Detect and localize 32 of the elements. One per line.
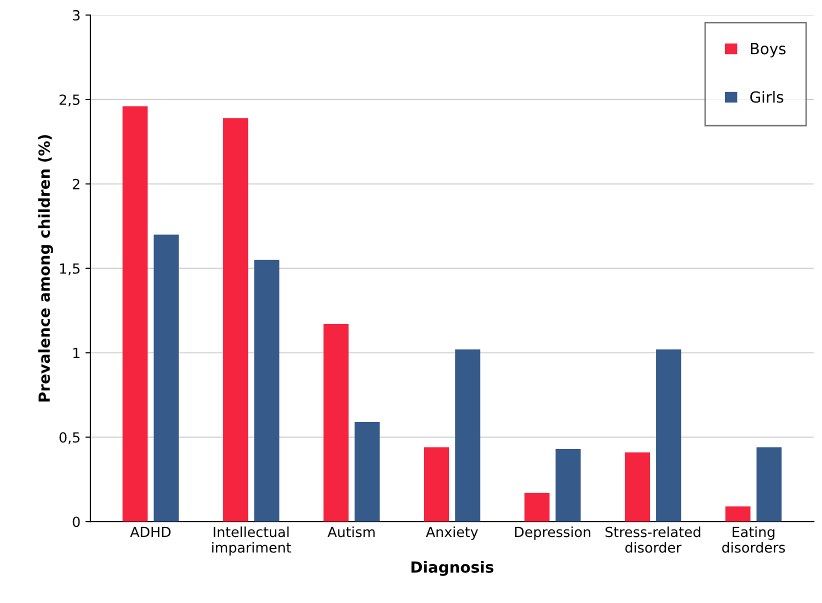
legend-label: Girls <box>750 90 784 103</box>
y-tick-label: 1 <box>73 348 80 358</box>
bar <box>725 506 750 522</box>
bar <box>354 422 380 522</box>
bar <box>624 452 650 522</box>
bar <box>324 324 349 522</box>
bar <box>254 260 280 522</box>
x-tick-label: Stress-related disorder <box>606 526 700 553</box>
x-tick-label: Intellectual impariment <box>212 526 292 556</box>
x-tick-label: Autism <box>328 526 375 538</box>
bar <box>424 447 450 522</box>
x-axis-title: Diagnosis <box>412 561 494 576</box>
x-tick-label: Anxiety <box>426 526 478 540</box>
bar <box>556 448 581 522</box>
bar <box>223 118 248 522</box>
bar <box>122 106 148 522</box>
x-tick-label: ADHD <box>130 526 171 538</box>
y-tick-label: 2 <box>72 178 80 190</box>
bar <box>524 492 550 522</box>
y-tick-label: 0,5 <box>60 432 80 444</box>
legend-label: Boys <box>750 43 786 58</box>
bar <box>756 447 782 522</box>
y-tick-label: 0 <box>72 516 80 528</box>
y-axis-title: Prevalence among children (%) <box>38 135 54 402</box>
x-tick-label: Depression <box>515 526 590 540</box>
y-tick-label: 2,5 <box>60 94 80 106</box>
y-tick-label: 1,5 <box>60 263 80 276</box>
y-tick-label: 3 <box>72 10 80 21</box>
x-tick-label: Eating disorders <box>722 526 785 553</box>
bar <box>455 349 480 522</box>
bar <box>154 234 179 522</box>
bar <box>656 349 682 522</box>
